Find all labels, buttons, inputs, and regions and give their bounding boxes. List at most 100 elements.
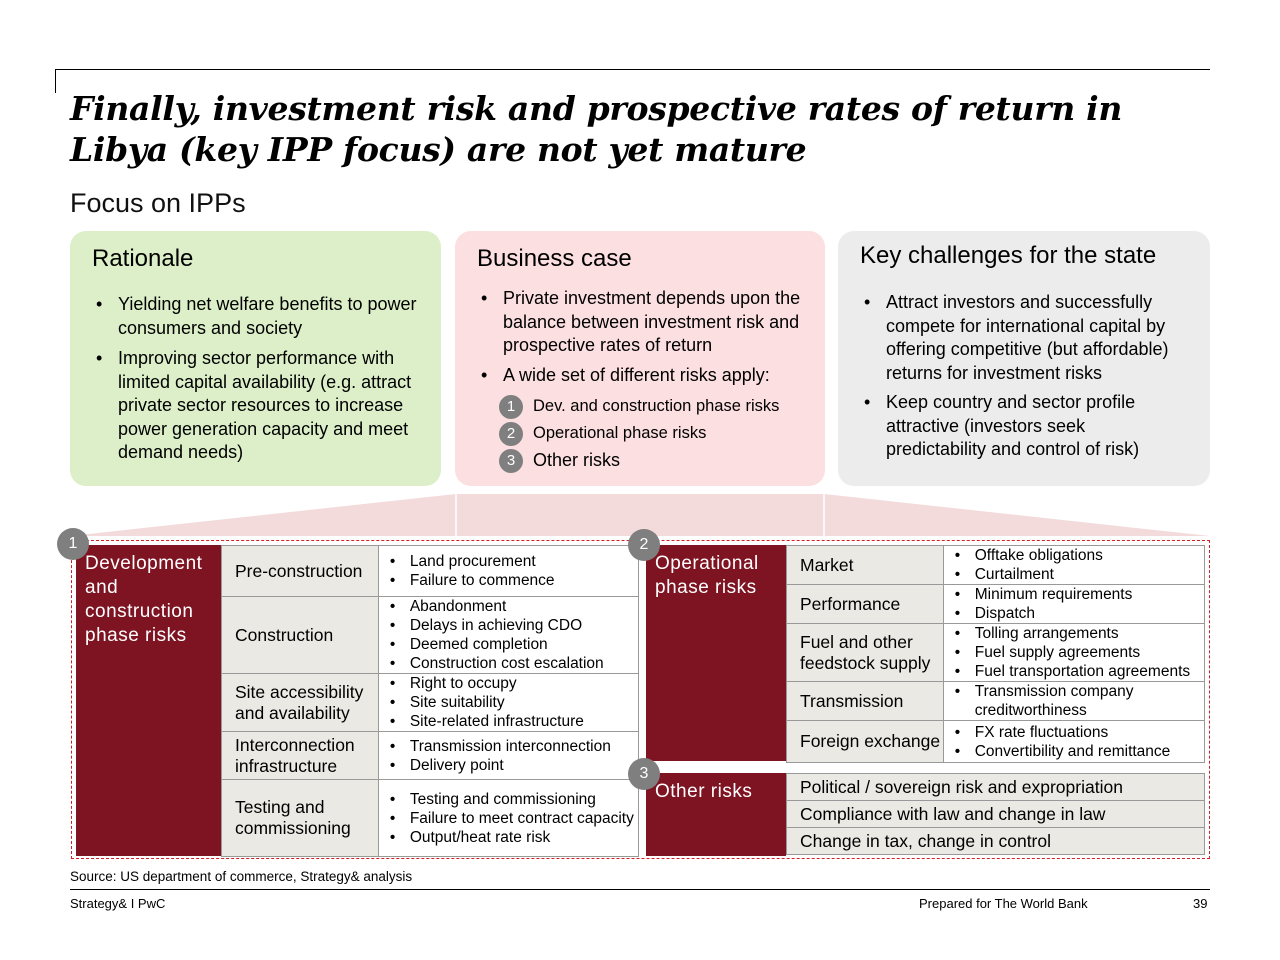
- risk-item: Site suitability: [390, 693, 638, 712]
- risk-item: Construction cost escalation: [390, 654, 638, 673]
- risk-numbered-list: 1 Dev. and construction phase risks 2 Op…: [477, 393, 803, 474]
- challenges-bullet: Attract investors and successfully compe…: [860, 291, 1188, 385]
- risk-items-cell: Minimum requirements Dispatch: [942, 584, 1206, 624]
- risk-item: Deemed completion: [390, 635, 638, 654]
- number-badge: 3: [628, 758, 660, 790]
- business-case-list: Private investment depends upon the bala…: [477, 287, 803, 387]
- risk-item: Minimum requirements: [955, 585, 1204, 604]
- risk-category: Testing and commissioning: [221, 779, 379, 857]
- op-risks-heading: Operational phase risks: [646, 545, 786, 761]
- risk-item: Tolling arrangements: [955, 624, 1204, 643]
- risk-item: Curtailment: [955, 565, 1204, 584]
- number-circle: 1: [499, 394, 523, 419]
- dev-risks-table: Pre-construction Land procurement Failur…: [221, 545, 640, 857]
- footer-brand: Strategy& I PwC: [70, 896, 166, 911]
- risk-item: Transmission interconnection: [390, 737, 638, 756]
- funnel-shape: [70, 494, 1210, 536]
- other-risk-item: Compliance with law and change in law: [786, 800, 1205, 828]
- number-badge: 2: [628, 529, 660, 561]
- top-tick: [55, 69, 56, 93]
- risk-category: Foreign exchange: [786, 720, 944, 763]
- number-circle: 2: [499, 421, 523, 446]
- risk-item: Delivery point: [390, 756, 638, 775]
- risk-items-cell: Abandonment Delays in achieving CDO Deem…: [377, 596, 640, 674]
- risk-items-cell: Right to occupy Site suitability Site-re…: [377, 673, 640, 732]
- top-rule: [55, 69, 1210, 70]
- number-circle: 3: [499, 448, 523, 473]
- table-row: Site accessibility and availability Righ…: [221, 673, 640, 732]
- risk-items-cell: FX rate fluctuations Convertibility and …: [942, 720, 1206, 763]
- business-case-bullet: A wide set of different risks apply:: [477, 364, 803, 388]
- page-number: 39: [1193, 896, 1208, 911]
- dev-risks-heading: Development and construction phase risks: [76, 545, 221, 856]
- table-row: Pre-construction Land procurement Failur…: [221, 545, 640, 597]
- risk-item: Offtake obligations: [955, 546, 1204, 565]
- risk-item: Fuel transportation agreements: [955, 662, 1204, 681]
- number-badge: 1: [57, 528, 89, 560]
- source-note: Source: US department of commerce, Strat…: [70, 869, 413, 884]
- business-case-heading: Business case: [477, 245, 632, 272]
- risk-item: Land procurement: [390, 552, 638, 571]
- page-title: Finally, investment risk and prospective…: [70, 89, 1123, 169]
- table-row: Construction Abandonment Delays in achie…: [221, 596, 640, 674]
- table-row: Interconnection infrastructure Transmiss…: [221, 731, 640, 780]
- challenges-box: Key challenges for the state Attract inv…: [838, 231, 1210, 486]
- risk-items-cell: Transmission company creditworthiness: [942, 681, 1206, 721]
- risk-item: Delays in achieving CDO: [390, 616, 638, 635]
- table-row: Testing and commissioning Testing and co…: [221, 779, 640, 857]
- risk-item: FX rate fluctuations: [955, 723, 1204, 742]
- risk-item: Right to occupy: [390, 674, 638, 693]
- business-case-bullet: Private investment depends upon the bala…: [477, 287, 803, 358]
- risk-item: Failure to meet contract capacity: [390, 809, 638, 828]
- table-row: Market Offtake obligations Curtailment: [786, 545, 1206, 585]
- risk-item: Failure to commence: [390, 571, 638, 590]
- challenges-list: Attract investors and successfully compe…: [860, 291, 1188, 462]
- risk-item: Testing and commissioning: [390, 790, 638, 809]
- risk-numbered-item: 2 Operational phase risks: [499, 420, 803, 447]
- risk-numbered-item: 1 Dev. and construction phase risks: [499, 393, 803, 420]
- rationale-box: Rationale Yielding net welfare benefits …: [70, 231, 441, 486]
- other-risks-table: Political / sovereign risk and expropria…: [786, 773, 1205, 855]
- rationale-list: Yielding net welfare benefits to power c…: [92, 293, 419, 465]
- other-risk-item: Change in tax, change in control: [786, 827, 1205, 855]
- funnel-connector: [70, 494, 1210, 536]
- page-subtitle: Focus on IPPs: [70, 188, 246, 218]
- risk-items-cell: Transmission interconnection Delivery po…: [377, 731, 640, 780]
- footer-prepared-for: Prepared for The World Bank: [919, 896, 1088, 911]
- risk-category: Transmission: [786, 681, 944, 721]
- risk-category: Pre-construction: [221, 545, 379, 597]
- risk-items-cell: Testing and commissioning Failure to mee…: [377, 779, 640, 857]
- risk-item: Transmission company creditworthiness: [955, 682, 1204, 720]
- rationale-bullet: Yielding net welfare benefits to power c…: [92, 293, 419, 340]
- risk-category: Fuel and other feedstock supply: [786, 623, 944, 682]
- risk-items-cell: Offtake obligations Curtailment: [942, 545, 1206, 585]
- risk-item: Site-related infrastructure: [390, 712, 638, 731]
- risk-items-cell: Land procurement Failure to commence: [377, 545, 640, 597]
- rationale-bullet: Improving sector performance with limite…: [92, 347, 419, 465]
- risk-numbered-item: 3 Other risks: [499, 447, 803, 474]
- table-row: Performance Minimum requirements Dispatc…: [786, 584, 1206, 624]
- challenges-heading: Key challenges for the state: [860, 242, 1157, 269]
- risk-item: Abandonment: [390, 597, 638, 616]
- rationale-heading: Rationale: [92, 245, 194, 272]
- challenges-bullet: Keep country and sector profile attracti…: [860, 391, 1188, 462]
- risk-item: Dispatch: [955, 604, 1204, 623]
- table-row: Compliance with law and change in law: [786, 800, 1205, 828]
- risk-numbered-label: Dev. and construction phase risks: [533, 397, 780, 415]
- op-risks-table: Market Offtake obligations Curtailment P…: [786, 545, 1206, 763]
- risk-items-cell: Tolling arrangements Fuel supply agreeme…: [942, 623, 1206, 682]
- risk-category: Interconnection infrastructure: [221, 731, 379, 780]
- risk-category: Site accessibility and availability: [221, 673, 379, 732]
- risk-item: Output/heat rate risk: [390, 828, 638, 847]
- other-risks-heading: Other risks: [646, 773, 786, 856]
- table-row: Fuel and other feedstock supply Tolling …: [786, 623, 1206, 682]
- risk-numbered-label: Operational phase risks: [533, 424, 707, 442]
- risk-numbered-label: Other risks: [533, 450, 621, 470]
- table-row: Transmission Transmission company credit…: [786, 681, 1206, 721]
- bottom-rule: [70, 889, 1210, 890]
- risk-category: Performance: [786, 584, 944, 624]
- risk-item: Convertibility and remittance: [955, 742, 1204, 761]
- risk-category: Market: [786, 545, 944, 585]
- business-case-box: Business case Private investment depends…: [455, 231, 825, 486]
- table-row: Foreign exchange FX rate fluctuations Co…: [786, 720, 1206, 763]
